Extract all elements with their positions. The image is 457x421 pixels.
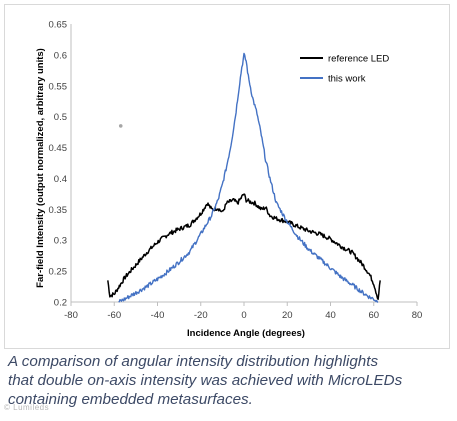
- y-tick-label: 0.5: [54, 112, 67, 123]
- legend-label: reference LED: [328, 54, 389, 65]
- y-axis-title: Far-field Intensity (output normalized, …: [35, 48, 46, 288]
- x-tick-label: -20: [194, 310, 208, 321]
- y-tick-label: 0.2: [54, 298, 67, 309]
- stray-marker: [118, 124, 123, 128]
- y-tick-label: 0.65: [49, 20, 68, 31]
- y-tick-label: 0.3: [54, 236, 67, 247]
- watermark-text: © Lumileds: [4, 403, 50, 412]
- y-tick-label: 0.55: [49, 81, 68, 92]
- series-line-this-work: [118, 52, 379, 303]
- x-tick-label: 20: [282, 310, 293, 321]
- y-tick-label: 0.35: [49, 205, 68, 216]
- x-tick-label: -80: [64, 310, 78, 321]
- x-axis-title: Incidence Angle (degrees): [187, 328, 305, 339]
- chart-frame: -80 -60 -40 -20 0 20 40 60 80 0.2 0.25 0.3 0.35 0.4 0.…: [4, 4, 450, 349]
- y-tick-label: 0.25: [49, 267, 68, 278]
- legend-label: this work: [328, 74, 366, 85]
- y-tick-label: 0.6: [54, 50, 67, 61]
- series-line-reference-led: [107, 193, 381, 301]
- x-tick-label: 80: [412, 310, 423, 321]
- x-tick-label: 60: [368, 310, 379, 321]
- x-tick-label: -40: [151, 310, 165, 321]
- line-chart: -80 -60 -40 -20 0 20 40 60 80 0.2 0.25 0.3 0.35 0.4 0.…: [35, 20, 423, 340]
- caption-line: that double on-axis intensity was achiev…: [8, 372, 403, 389]
- caption-line: containing embedded metasurfaces.: [8, 391, 253, 408]
- x-tick-label: 0: [241, 310, 246, 321]
- figure-caption: A comparison of angular intensity distri…: [8, 352, 448, 409]
- caption-line: A comparison of angular intensity distri…: [8, 353, 379, 370]
- x-tick-label: -60: [107, 310, 121, 321]
- y-tick-label: 0.4: [54, 174, 67, 185]
- y-tick-label: 0.45: [49, 143, 68, 154]
- x-tick-label: 40: [325, 310, 336, 321]
